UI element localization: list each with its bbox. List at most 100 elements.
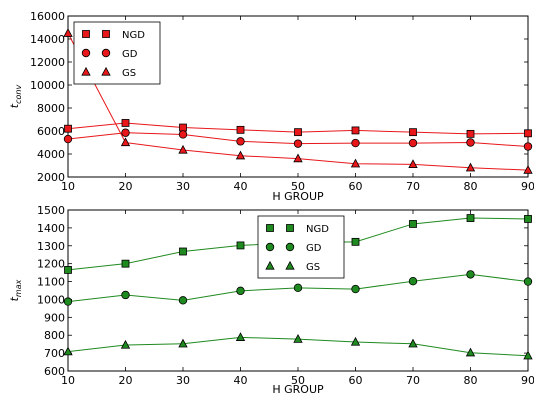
y-tick-label: 900 [44, 311, 65, 324]
y-tick-label: 800 [44, 329, 65, 342]
x-tick-label: 40 [234, 180, 248, 193]
y-tick-label: 1200 [37, 258, 65, 271]
y-tick-label: 6000 [37, 125, 65, 138]
point-gd [178, 296, 188, 305]
point-gs [178, 338, 188, 348]
legend-gd-marker-b [285, 242, 295, 252]
point-gd [178, 130, 188, 139]
point-ngd [64, 124, 72, 133]
legend-gd-label: GD [306, 243, 322, 254]
y-tick-label: 1000 [37, 293, 65, 306]
point-gd [121, 128, 130, 137]
point-gs [523, 164, 533, 174]
x-tick-label: 80 [464, 374, 478, 387]
x-tick-label: 60 [349, 180, 363, 193]
x-tick-label: 70 [406, 180, 420, 193]
x-tick-label: 90 [521, 374, 534, 387]
point-gd [293, 139, 303, 148]
x-tick-label: 30 [176, 374, 190, 387]
y-tick-label: 1400 [37, 222, 65, 235]
point-ngd [236, 125, 245, 134]
point-ngd [409, 220, 417, 228]
point-gs [293, 153, 303, 163]
y-axis-label-sub: conv [14, 85, 23, 104]
x-tick-label: 10 [61, 374, 75, 387]
point-gs [408, 338, 418, 348]
point-ngd [466, 129, 475, 138]
point-gs [408, 159, 418, 168]
legend-gs-marker-b [285, 260, 295, 270]
legend-gd-label: GD [122, 49, 138, 60]
point-ngd [179, 123, 187, 132]
x-tick-label: 60 [349, 374, 363, 387]
point-ngd [351, 237, 360, 246]
y-tick-label: 10000 [30, 79, 65, 92]
legend-ngd-marker-b [286, 224, 294, 232]
point-ngd [179, 247, 187, 256]
point-gd [351, 284, 360, 294]
y-axis-label-main: t [8, 296, 21, 301]
point-gd [466, 270, 475, 279]
y-axis-label-sub: max [14, 279, 23, 297]
point-gd [408, 138, 418, 148]
point-gd [236, 137, 245, 146]
y-tick-label: 4000 [37, 148, 65, 161]
x-tick-label: 20 [119, 180, 133, 193]
legend-gs-marker-a [265, 260, 275, 270]
point-gd [121, 290, 130, 300]
legend-ngd-marker-a [82, 30, 90, 38]
y-tick-label: 1300 [37, 240, 65, 253]
point-ngd [466, 214, 475, 222]
point-gs [235, 150, 246, 160]
point-gd [523, 142, 533, 151]
point-ngd [294, 128, 302, 137]
y-tick-label: 2000 [37, 171, 65, 184]
y-tick-label: 1500 [37, 204, 65, 217]
x-axis-label: H GROUP [272, 190, 324, 203]
point-gs [350, 158, 361, 168]
point-ngd [524, 215, 532, 223]
point-gs [293, 334, 303, 343]
legend-ngd-marker-b [102, 30, 110, 38]
legend: NGD GD GS [73, 21, 161, 85]
point-ngd [121, 259, 130, 268]
x-tick-label: 80 [464, 180, 478, 193]
point-gs [63, 28, 73, 37]
point-gs [465, 162, 476, 172]
point-gs [120, 137, 131, 147]
legend-gd-marker-a [265, 242, 275, 252]
x-tick-label: 20 [119, 374, 133, 387]
legend-gd-marker-b [101, 48, 111, 58]
legend-gd-marker-a [81, 48, 91, 58]
legend-gs-label: GS [122, 68, 136, 79]
point-gs [120, 339, 131, 349]
point-gd [408, 276, 418, 286]
point-ngd [236, 241, 245, 250]
point-gs [523, 350, 533, 360]
point-gd [236, 286, 245, 296]
legend-gs-label: GS [306, 262, 320, 273]
x-tick-label: 90 [521, 180, 534, 193]
y-tick-label: 700 [44, 347, 65, 360]
point-ngd [351, 126, 360, 135]
y-tick-label: 8000 [37, 102, 65, 115]
y-tick-label: 14000 [30, 33, 65, 46]
point-gd [293, 283, 303, 293]
legend: NGD GD GS [257, 215, 345, 279]
y-axis-label-main: t [8, 103, 21, 108]
point-gs [465, 347, 476, 357]
y-axis-label: tconv [8, 85, 23, 109]
y-tick-label: 1100 [37, 276, 65, 289]
point-ngd [64, 266, 72, 274]
point-gs [350, 336, 361, 346]
x-tick-label: 50 [291, 180, 305, 193]
x-tick-label: 40 [234, 374, 248, 387]
point-gs [235, 332, 246, 341]
point-ngd [409, 128, 417, 137]
point-gd [466, 138, 475, 147]
x-tick-label: 10 [61, 180, 75, 193]
y-tick-label: 16000 [30, 10, 65, 23]
y-tick-label: 600 [44, 365, 65, 378]
x-axis-label: H GROUP [272, 383, 324, 396]
